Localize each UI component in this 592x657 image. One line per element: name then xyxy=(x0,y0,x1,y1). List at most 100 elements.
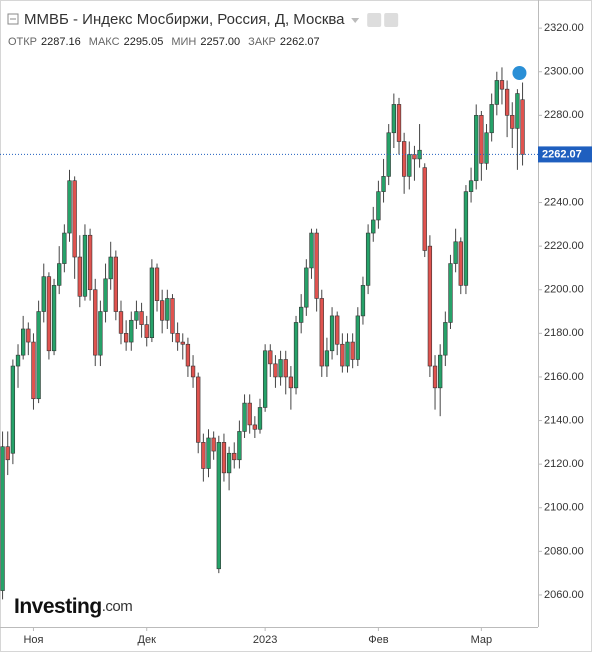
candle-body xyxy=(175,333,180,343)
candle-body xyxy=(129,319,134,343)
candle-body xyxy=(319,298,324,367)
ohlc-value: 2287.16 xyxy=(41,36,81,48)
x-tick-label: 2023 xyxy=(253,634,277,646)
candle-body xyxy=(381,176,386,192)
candle-body xyxy=(371,219,376,234)
ohlc-header: ОТКР 2287.16 МАКС 2295.05 МИН 2257.00 ЗАКР 2262… xyxy=(8,36,320,48)
candle-body xyxy=(149,267,155,338)
y-tick-label: 2220.00 xyxy=(544,240,584,252)
y-tick-label: 2160.00 xyxy=(544,371,584,383)
candle-body xyxy=(201,442,206,469)
settings-icon[interactable] xyxy=(367,13,382,27)
candle-body xyxy=(299,306,304,323)
candle-body xyxy=(185,343,191,367)
x-tick-label: Дек xyxy=(138,634,157,646)
candle-body xyxy=(314,232,319,299)
candle-body xyxy=(36,311,41,400)
ohlc-label: ЗАКР xyxy=(248,36,276,48)
candle-body xyxy=(329,315,335,352)
candle-body xyxy=(118,311,124,334)
candle-body xyxy=(196,376,201,443)
candle-body xyxy=(335,315,340,345)
candle-body xyxy=(489,104,494,134)
event-badge xyxy=(512,66,527,80)
candle-body xyxy=(458,241,463,286)
y-tick-label: 2060.00 xyxy=(544,589,584,601)
candle-body xyxy=(288,376,294,389)
candle-body xyxy=(77,256,82,297)
candle-body xyxy=(21,328,26,356)
candle-body xyxy=(401,141,407,177)
candle-body xyxy=(67,180,72,234)
candle-body xyxy=(15,354,21,367)
candle-body xyxy=(170,298,175,334)
gear-icon[interactable] xyxy=(384,13,399,27)
candle-body xyxy=(113,256,118,312)
candle-body xyxy=(41,276,46,312)
candle-body xyxy=(139,311,144,325)
candle-body xyxy=(160,300,165,321)
candle-body xyxy=(10,365,16,454)
candle-body xyxy=(31,341,36,400)
candle-body xyxy=(360,285,366,317)
candle-body xyxy=(309,232,314,269)
candle-body xyxy=(412,154,417,160)
ohlc-label: ОТКР xyxy=(8,36,37,48)
x-tick-label: Ноя xyxy=(23,634,43,646)
candle-body xyxy=(376,191,381,221)
candle-body xyxy=(463,191,469,286)
candle-body xyxy=(494,80,499,105)
candle-body xyxy=(515,93,520,129)
candle-body xyxy=(468,180,474,192)
candle-body xyxy=(72,180,77,258)
x-tick-label: Мар xyxy=(471,634,493,646)
candle-body xyxy=(510,115,515,129)
candle-body xyxy=(340,343,345,367)
candle-body xyxy=(427,245,433,367)
candle-body xyxy=(98,311,103,356)
y-tick-label: 2240.00 xyxy=(544,196,584,208)
candle-body xyxy=(273,363,278,378)
candle-body xyxy=(0,446,5,591)
candle-body xyxy=(474,115,479,182)
candle-body xyxy=(108,256,113,280)
candle-body xyxy=(123,333,129,343)
candle-body xyxy=(93,289,98,356)
candle-body xyxy=(232,452,237,461)
y-tick-label: 2080.00 xyxy=(544,545,584,557)
candle-body xyxy=(407,154,412,177)
candle-body xyxy=(134,311,139,321)
candle-body xyxy=(26,328,31,343)
x-tick-label: Фев xyxy=(368,634,388,646)
y-tick-label: 2280.00 xyxy=(544,109,584,121)
candle-body xyxy=(154,267,160,301)
candle-body xyxy=(304,267,309,308)
collapse-icon[interactable] xyxy=(7,13,19,25)
candle-body xyxy=(453,241,458,264)
candle-body xyxy=(268,350,273,365)
candle-body xyxy=(324,350,330,367)
candle-body xyxy=(479,115,484,164)
candle-body xyxy=(216,442,221,570)
candle-body xyxy=(247,402,252,426)
candle-body xyxy=(484,132,489,164)
ohlc-label: МАКС xyxy=(89,36,120,48)
y-tick-label: 2320.00 xyxy=(544,22,584,34)
candle-body xyxy=(448,263,453,323)
candle-body xyxy=(190,365,196,378)
toolbar-icons xyxy=(367,13,399,27)
dropdown-caret[interactable] xyxy=(351,18,360,23)
candle-body xyxy=(278,359,283,378)
candle-body xyxy=(206,437,211,469)
candle-body xyxy=(396,104,402,142)
candle-body xyxy=(293,322,299,389)
candle-body xyxy=(180,341,185,345)
last-price-label: 2262.07 xyxy=(542,148,582,160)
candle-body xyxy=(345,341,350,367)
candle-body xyxy=(87,234,93,291)
candle-body xyxy=(262,350,268,408)
logo: Investing.com xyxy=(14,595,132,618)
candle-body xyxy=(51,285,57,352)
candle-body xyxy=(144,324,149,338)
